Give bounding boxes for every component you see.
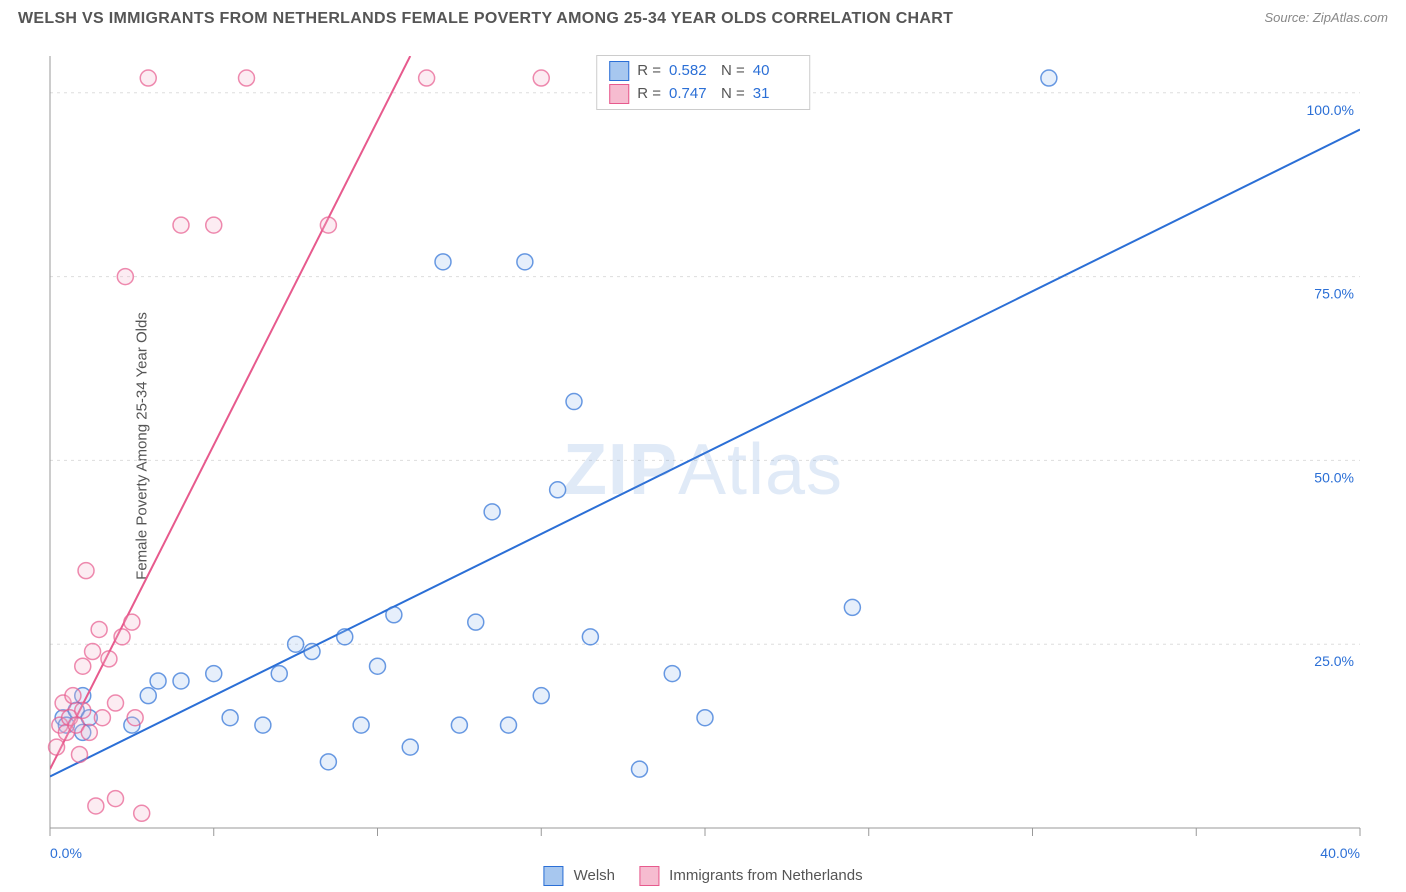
svg-text:0.0%: 0.0%: [50, 845, 82, 861]
bottom-legend: Welsh Immigrants from Netherlands: [543, 866, 862, 886]
stats-row-welsh: R = 0.582 N = 40: [609, 60, 797, 83]
chart-source: Source: ZipAtlas.com: [1264, 10, 1388, 25]
svg-text:40.0%: 40.0%: [1320, 845, 1360, 861]
legend-label-welsh: Welsh: [574, 867, 615, 884]
stats-r-label: R =: [637, 83, 661, 106]
svg-text:75.0%: 75.0%: [1314, 286, 1354, 302]
stats-n-value-welsh: 40: [753, 60, 797, 83]
stats-row-netherlands: R = 0.747 N = 31: [609, 83, 797, 106]
stats-swatch-welsh: [609, 61, 629, 81]
legend-item-netherlands: Immigrants from Netherlands: [639, 866, 863, 886]
stats-r-value-netherlands: 0.747: [669, 83, 713, 106]
legend-label-netherlands: Immigrants from Netherlands: [669, 867, 862, 884]
legend-item-welsh: Welsh: [543, 866, 615, 886]
stats-swatch-netherlands: [609, 84, 629, 104]
svg-text:50.0%: 50.0%: [1314, 469, 1354, 485]
chart-title: WELSH VS IMMIGRANTS FROM NETHERLANDS FEM…: [18, 10, 953, 28]
stats-n-label: N =: [721, 83, 745, 106]
svg-text:100.0%: 100.0%: [1307, 102, 1354, 118]
stats-n-value-netherlands: 31: [753, 83, 797, 106]
stats-n-label: N =: [721, 60, 745, 83]
stats-r-label: R =: [637, 60, 661, 83]
chart-plot-area: 25.0%50.0%75.0%100.0%0.0%40.0% ZIPAtlas: [0, 48, 1406, 892]
legend-swatch-welsh: [543, 866, 563, 886]
correlation-stats-box: R = 0.582 N = 40 R = 0.747 N = 31: [596, 55, 810, 110]
stats-r-value-welsh: 0.582: [669, 60, 713, 83]
scatter-chart-svg: 25.0% 50.0% 75.0% 100.0% 0.0% 40.0%: [0, 48, 1406, 892]
svg-text:25.0%: 25.0%: [1314, 653, 1354, 669]
legend-swatch-netherlands: [639, 866, 659, 886]
